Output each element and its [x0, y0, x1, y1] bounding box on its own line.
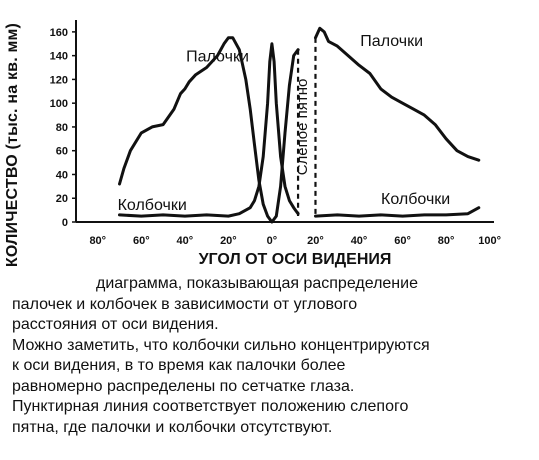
y-axis-label-box: КОЛИЧЕСТВО (тыс. на кв. мм) [2, 0, 24, 290]
caption-line: Можно заметить, что колбочки сильно конц… [12, 336, 430, 354]
caption-line: Пунктирная линия соответствует положению… [12, 398, 409, 415]
blind-spot-label: Слепое пятно [294, 79, 311, 176]
x-tick-label: 20° [307, 235, 324, 247]
series-annotation: Колбочки [381, 191, 450, 208]
x-tick-label: 60° [394, 235, 411, 247]
y-tick-label: 60 [56, 146, 68, 158]
caption-line: палочек и колбочек в зависимости от угло… [12, 295, 358, 313]
series-annotation: Колбочки [118, 197, 187, 214]
x-tick-label: 100° [478, 235, 501, 247]
series-annotation: Палочки [186, 49, 249, 66]
x-tick-label: 60° [133, 235, 150, 247]
y-tick-label: 160 [50, 27, 68, 39]
caption-line: расстояния от оси видения. [12, 316, 219, 333]
x-axis-label: УГОЛ ОТ ОСИ ВИДЕНИЯ [199, 251, 392, 268]
y-tick-label: 0 [62, 217, 68, 229]
y-tick-label: 140 [50, 51, 68, 63]
y-tick-label: 100 [50, 98, 68, 110]
x-tick-label: 40° [351, 235, 368, 247]
y-axis-label: КОЛИЧЕСТВО (тыс. на кв. мм) [4, 22, 21, 268]
caption-line: пятна, где палочки и колбочки отсутствую… [12, 418, 333, 436]
y-tick-label: 80 [56, 122, 68, 134]
x-tick-label: 0° [267, 235, 278, 247]
caption-line: к оси видения, в то время как палочки бо… [12, 357, 346, 374]
y-tick-label: 40 [56, 169, 68, 181]
series-annotation: Палочки [360, 33, 423, 50]
x-tick-label: 80° [438, 235, 455, 247]
y-tick-label: 20 [56, 193, 68, 205]
series-line [118, 42, 300, 218]
series-line [314, 206, 481, 218]
x-tick-label: 40° [177, 235, 194, 247]
series-line [314, 26, 481, 162]
caption-line: равномерно распределены по сетчатке глаз… [12, 377, 355, 395]
chart: 0 20 40 60 80 100 120 140 160 80° 60° 40° 20° 0° 20° 40… [50, 20, 501, 268]
x-tick-label: 20° [220, 235, 237, 247]
series-line [118, 36, 300, 224]
caption-line: диаграмма, показывающая распределение [96, 275, 418, 292]
caption: диаграмма, показывающая распределение па… [12, 274, 534, 438]
x-tick-label: 80° [89, 235, 106, 247]
y-tick-label: 120 [50, 74, 68, 86]
